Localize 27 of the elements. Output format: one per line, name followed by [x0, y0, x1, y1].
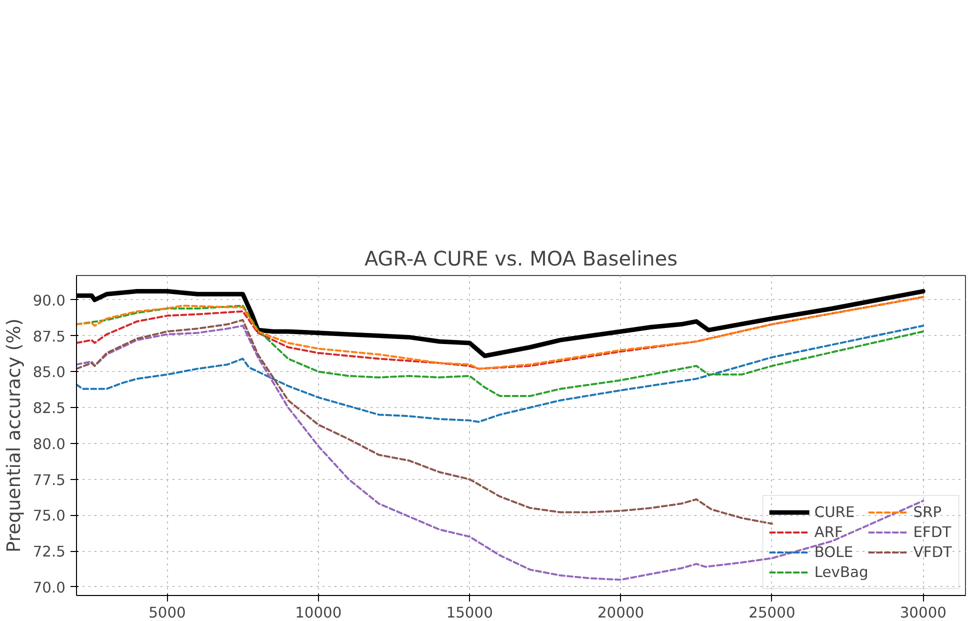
line-series	[76, 318, 773, 525]
legend-label: VFDT	[913, 544, 952, 560]
legend-label: LevBag	[814, 564, 868, 580]
x-tick-label: 10000	[295, 604, 342, 621]
legend-label: CURE	[814, 504, 855, 520]
legend-label: SRP	[913, 504, 942, 520]
y-tick-label: 75.0	[32, 508, 66, 525]
x-tick-label: 20000	[597, 604, 644, 621]
y-tick-label: 72.5	[32, 544, 66, 561]
y-tick-label: 80.0	[32, 436, 66, 453]
chart-title: AGR-A CURE vs. MOA Baselines	[364, 246, 678, 270]
legend-label: BOLE	[814, 544, 854, 560]
y-tick-label: 77.5	[32, 472, 66, 489]
line-series	[76, 296, 924, 370]
line-series	[76, 324, 924, 423]
y-tick-label: 90.0	[32, 292, 66, 310]
y-tick-label: 70.0	[32, 579, 66, 596]
x-tick-label: 30000	[900, 604, 946, 621]
y-tick-label: 85.0	[32, 364, 66, 382]
x-tick-label: 5000	[148, 604, 186, 621]
y-tick-label: 82.5	[32, 400, 66, 418]
x-tick-label: 25000	[748, 604, 796, 621]
legend-label: ARF	[814, 524, 843, 540]
y-axis-title: Prequential accuracy (%)	[4, 318, 25, 553]
legend-label: EFDT	[913, 524, 952, 540]
x-tick-label: 15000	[446, 604, 493, 621]
y-tick-label: 87.5	[32, 328, 66, 346]
